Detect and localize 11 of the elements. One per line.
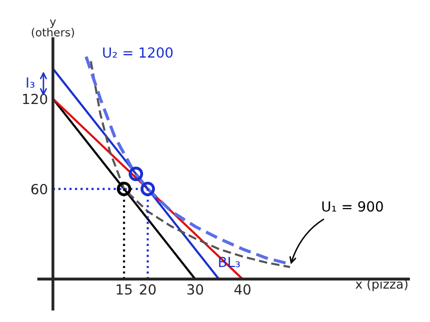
x-tick-label: 15 — [116, 284, 132, 295]
y-tick-label: 60 — [31, 184, 48, 194]
y-tick-label: 120 — [23, 94, 48, 104]
x-tick-label: 20 — [140, 284, 156, 295]
x-tick-label: 30 — [187, 284, 204, 295]
text: I₃ — [26, 77, 34, 88]
x-tick-label: 40 — [234, 284, 250, 295]
y-axis-title: y (others) — [32, 20, 74, 38]
annotation: U₁ = 900 — [322, 201, 383, 212]
x-axis-title: x (pizza) — [356, 279, 408, 292]
annotation: U₂ = 1200 — [103, 47, 173, 58]
